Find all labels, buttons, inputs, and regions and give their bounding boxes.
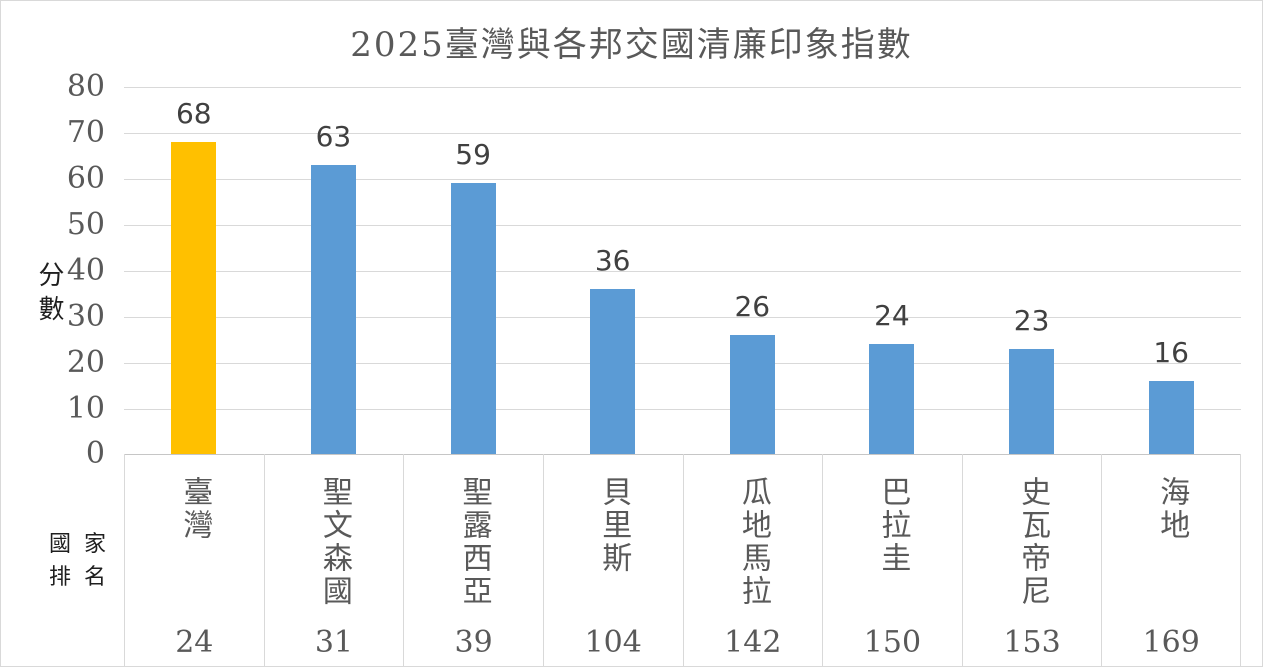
category-name-text: 聖文森國 xyxy=(316,476,352,609)
y-axis-label: 分數 xyxy=(34,261,64,329)
category-cell: 貝里斯 104 xyxy=(542,454,683,666)
category-cell: 瓜地馬拉 142 xyxy=(682,454,823,666)
category-cell: 海地 169 xyxy=(1101,454,1242,666)
chart-title: 2025臺灣與各邦交國清廉印象指數 xyxy=(350,25,913,65)
bar-value-label: 68 xyxy=(175,97,212,131)
category-cell: 聖文森國 31 xyxy=(263,454,404,666)
gridline xyxy=(124,408,1241,410)
bar xyxy=(450,183,496,455)
bar xyxy=(590,289,636,455)
category-name: 聖文森國 xyxy=(265,476,404,608)
category-name-text: 史瓦帝尼 xyxy=(1015,476,1051,609)
x-axis-group-label: 國家排名 xyxy=(49,532,120,590)
bar-value-label: 24 xyxy=(874,299,910,333)
category-cell: 臺灣 24 xyxy=(124,454,264,666)
category-rank: 39 xyxy=(454,624,493,660)
category-name: 海地 xyxy=(1102,476,1240,542)
bar xyxy=(171,142,217,455)
y-tick-label: 0 xyxy=(85,436,105,472)
y-tick-label: 20 xyxy=(66,344,105,380)
bar-value-label: 59 xyxy=(455,138,491,172)
y-tick-label: 60 xyxy=(66,160,105,196)
category-cell: 史瓦帝尼 153 xyxy=(961,454,1102,666)
bar xyxy=(310,165,356,455)
bar-value-label: 23 xyxy=(1013,303,1050,337)
bar xyxy=(1009,348,1055,455)
bar-value-label: 26 xyxy=(734,290,771,323)
y-tick-label: 30 xyxy=(66,298,105,334)
category-name-text: 聖露西亞 xyxy=(456,476,492,609)
category-cell: 聖露西亞 39 xyxy=(403,454,543,666)
y-tick-label: 10 xyxy=(66,390,105,426)
category-name-text: 瓜地馬拉 xyxy=(735,476,771,609)
gridline xyxy=(124,362,1241,364)
gridline xyxy=(124,224,1241,226)
category-name: 巴拉圭 xyxy=(823,476,962,575)
gridline xyxy=(124,132,1241,134)
y-tick-label: 50 xyxy=(66,206,105,242)
gridline xyxy=(124,316,1241,318)
category-name-text: 貝里斯 xyxy=(596,476,632,576)
category-rank: 142 xyxy=(724,624,782,660)
y-tick-label: 70 xyxy=(66,114,105,150)
category-rank: 169 xyxy=(1142,624,1200,660)
category-rank: 31 xyxy=(314,624,353,660)
category-name: 臺灣 xyxy=(125,476,264,542)
bar xyxy=(1148,380,1194,455)
category-rank: 153 xyxy=(1003,624,1061,660)
bar-value-label: 36 xyxy=(594,244,631,278)
category-name-text: 海地 xyxy=(1154,476,1190,543)
category-rank: 24 xyxy=(175,624,214,660)
category-rank: 150 xyxy=(863,624,922,660)
category-name: 史瓦帝尼 xyxy=(963,476,1102,608)
gridline xyxy=(124,87,1241,88)
gridline xyxy=(124,178,1241,180)
gridline xyxy=(124,270,1241,272)
category-name-text: 巴拉圭 xyxy=(875,476,911,576)
bar-value-label: 63 xyxy=(315,120,352,154)
bar-value-label: 16 xyxy=(1153,335,1189,369)
y-tick-label: 80 xyxy=(66,69,105,104)
y-tick-label: 40 xyxy=(66,252,105,288)
category-name: 瓜地馬拉 xyxy=(684,476,823,608)
category-name-text: 臺灣 xyxy=(177,476,213,543)
bar xyxy=(729,335,775,455)
category-name: 貝里斯 xyxy=(544,476,683,575)
category-cell: 巴拉圭 150 xyxy=(822,454,962,666)
category-rank: 104 xyxy=(584,624,642,660)
bar xyxy=(869,344,915,455)
category-name: 聖露西亞 xyxy=(404,476,543,608)
